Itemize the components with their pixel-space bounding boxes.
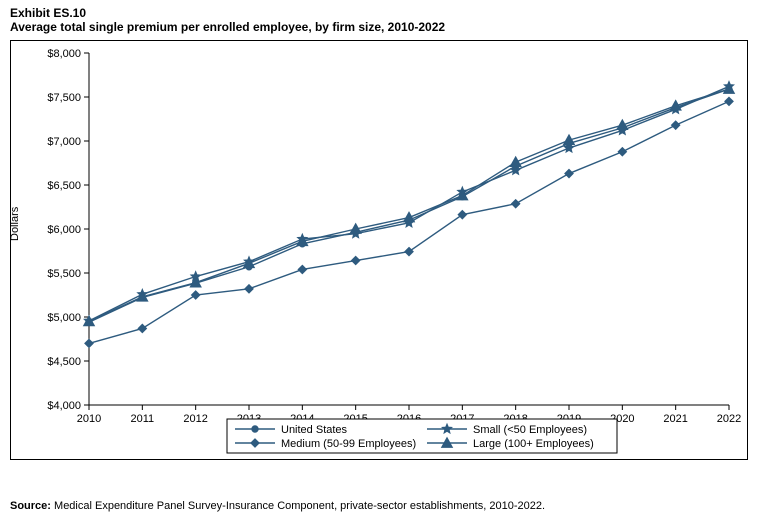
series-marker-medium xyxy=(245,285,253,293)
series-line-us xyxy=(89,89,729,322)
y-axis-label: Dollars xyxy=(9,207,21,241)
title-line1: Exhibit ES.10 xyxy=(10,6,445,20)
series-marker-medium xyxy=(85,339,93,347)
x-tick-label: 2021 xyxy=(663,413,687,425)
legend-label-small: Small (<50 Employees) xyxy=(473,424,587,436)
series-marker-large xyxy=(510,157,521,167)
y-tick-label: $4,500 xyxy=(47,356,81,368)
series-marker-medium xyxy=(138,324,146,332)
series-marker-large xyxy=(404,212,415,222)
x-tick-label: 2012 xyxy=(183,413,207,425)
legend-label-us: United States xyxy=(281,424,348,436)
source-line: Source: Medical Expenditure Panel Survey… xyxy=(10,500,545,512)
chart-svg: $4,000 $4,500 $5,000 $5,500 $6,000 $6,500 $7,0… xyxy=(11,41,749,461)
series-marker-medium xyxy=(565,169,573,177)
legend-label-large: Large (100+ Employees) xyxy=(473,438,594,450)
y-tick-label: $5,500 xyxy=(47,268,81,280)
source-text: Medical Expenditure Panel Survey-Insuran… xyxy=(51,500,545,512)
series-marker-medium xyxy=(511,200,519,208)
source-label: Source: xyxy=(10,500,51,512)
chart-container: $4,000 $4,500 $5,000 $5,500 $6,000 $6,500 $7,0… xyxy=(10,40,748,460)
y-tick-label: $5,000 xyxy=(47,312,81,324)
series-marker-medium xyxy=(191,291,199,299)
y-tick-label: $6,000 xyxy=(47,224,81,236)
series-marker-large xyxy=(617,120,628,130)
y-tick-label: $6,500 xyxy=(47,180,81,192)
legend-label-medium: Medium (50-99 Employees) xyxy=(281,438,416,450)
title-line2: Average total single premium per enrolle… xyxy=(10,20,445,34)
y-tick-label: $7,000 xyxy=(47,136,81,148)
series-marker-medium xyxy=(351,256,359,264)
x-tick-label: 2022 xyxy=(717,413,741,425)
y-tick-label: $8,000 xyxy=(47,48,81,60)
x-tick-label: 2010 xyxy=(77,413,101,425)
series-marker-medium xyxy=(618,148,626,156)
series-marker-medium xyxy=(725,97,733,105)
legend: United States Small (<50 Employees) Medium… xyxy=(227,419,617,453)
chart-title: Exhibit ES.10 Average total single premi… xyxy=(10,6,445,34)
series-marker-medium xyxy=(671,121,679,129)
y-tick-label: $4,000 xyxy=(47,400,81,412)
series-marker-medium xyxy=(405,247,413,255)
y-tick-label: $7,500 xyxy=(47,92,81,104)
x-tick-label: 2011 xyxy=(131,413,155,425)
series-marker-medium xyxy=(298,265,306,273)
series-marker-medium xyxy=(458,210,466,218)
